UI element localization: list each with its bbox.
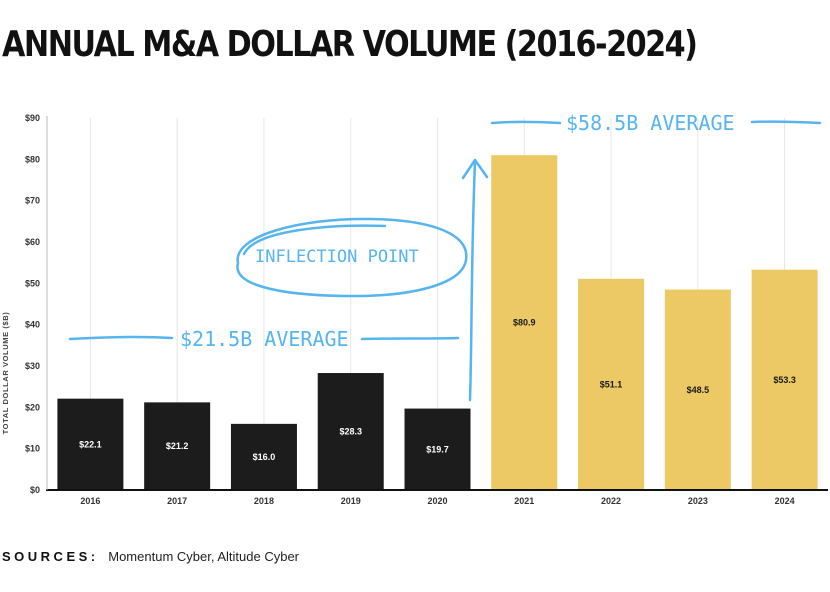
y-tick-40: $40	[25, 320, 40, 330]
sources-text: Momentum Cyber, Altitude Cyber	[108, 549, 299, 564]
data-label-2019: $28.3	[339, 427, 362, 437]
bars	[57, 155, 818, 490]
y-tick-0: $0	[30, 485, 40, 495]
right-average-text: $58.5B AVERAGE	[566, 111, 735, 135]
y-tick-80: $80	[25, 154, 40, 164]
data-labels: $22.1 $21.2 $16.0 $28.3 $19.7 $80.9 $51.1 $48.5…	[79, 318, 796, 462]
y-axis-label: TOTAL DOLLAR VOLUME ($B)	[1, 312, 10, 435]
x-tick-2016: 2016	[80, 496, 100, 506]
y-tick-70: $70	[25, 196, 40, 206]
data-label-2022: $51.1	[600, 379, 623, 389]
y-tick-10: $10	[25, 444, 40, 454]
y-tick-30: $30	[25, 361, 40, 371]
left-average-line-right	[360, 336, 460, 341]
x-axis: 2016 2017 2018 2019 2020 2021 2022 2023 2024	[80, 496, 794, 506]
x-tick-2018: 2018	[254, 496, 274, 506]
bar-chart: $0$10$20$30$40$50$60$70$80$90 2016 2017 20…	[1, 111, 828, 506]
bar-2023	[664, 289, 731, 490]
x-tick-2020: 2020	[427, 496, 447, 506]
right-average-line-left	[490, 120, 562, 125]
annotation-inflection: INFLECTION POINT	[236, 158, 489, 402]
x-tick-2017: 2017	[167, 496, 187, 506]
y-tick-50: $50	[25, 278, 40, 288]
data-label-2017: $21.2	[166, 441, 189, 451]
bar-2022	[578, 278, 645, 490]
bar-2016	[57, 398, 124, 490]
inflection-ellipse	[236, 217, 468, 298]
x-tick-2023: 2023	[688, 496, 708, 506]
bar-2024	[751, 269, 818, 490]
bar-2021	[491, 155, 558, 490]
x-tick-2022: 2022	[601, 496, 621, 506]
annotation-right-average: $58.5B AVERAGE	[490, 111, 822, 135]
data-label-2021: $80.9	[513, 318, 536, 328]
right-average-line-right	[750, 120, 822, 125]
bar-2017	[144, 402, 211, 490]
data-label-2024: $53.3	[773, 375, 796, 385]
annotation-left-average: $21.5B AVERAGE	[68, 327, 460, 351]
y-tick-20: $20	[25, 402, 40, 412]
x-tick-2019: 2019	[341, 496, 361, 506]
bar-2019	[317, 373, 384, 490]
inflection-arrow-head	[461, 158, 489, 180]
bar-2018	[230, 423, 297, 490]
inflection-text: INFLECTION POINT	[255, 247, 419, 267]
y-tick-60: $60	[25, 237, 40, 247]
chart-title: ANNUAL M&A DOLLAR VOLUME (2016-2024)	[2, 24, 698, 65]
y-axis: $0 $10 $20 $30 $40 $50 $60 $70 $80 $90	[25, 113, 40, 495]
x-tick-2021: 2021	[514, 496, 534, 506]
left-average-text: $21.5B AVERAGE	[180, 327, 349, 351]
x-tick-2024: 2024	[775, 496, 795, 506]
y-tick-90: $90	[25, 113, 40, 123]
sources: SOURCES: Momentum Cyber, Altitude Cyber	[2, 549, 299, 564]
left-average-line-left	[68, 335, 174, 341]
data-label-2020: $19.7	[426, 444, 449, 454]
data-label-2023: $48.5	[687, 385, 710, 395]
data-label-2018: $16.0	[253, 452, 276, 462]
bar-2020	[404, 408, 471, 490]
data-label-2016: $22.1	[79, 439, 102, 449]
sources-label: SOURCES:	[2, 549, 99, 564]
inflection-arrow-shaft	[468, 160, 477, 402]
